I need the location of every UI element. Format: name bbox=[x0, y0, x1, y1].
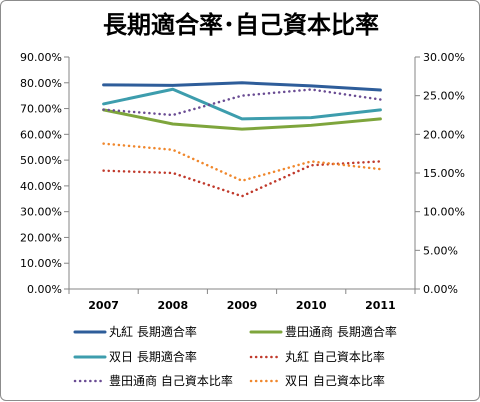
right-tick-label: 25.00% bbox=[423, 90, 465, 103]
left-tick-label: 40.00% bbox=[20, 180, 62, 193]
series-line-5 bbox=[102, 88, 382, 117]
series-line-1 bbox=[102, 81, 382, 92]
legend-label-6: 双日 自己資本比率 bbox=[285, 373, 385, 388]
series-line-4 bbox=[102, 160, 382, 198]
x-tick-label: 2009 bbox=[227, 299, 258, 312]
right-tick-label: 20.00% bbox=[423, 128, 465, 141]
right-tick-label: 5.00% bbox=[423, 244, 458, 257]
left-tick-label: 80.00% bbox=[20, 77, 62, 90]
x-tick-label: 2008 bbox=[157, 299, 188, 312]
chart-title: 長期適合率･自己資本比率 bbox=[103, 11, 379, 39]
right-tick-label: 30.00% bbox=[423, 51, 465, 64]
x-tick-label: 2011 bbox=[365, 299, 396, 312]
left-tick-label: 70.00% bbox=[20, 103, 62, 116]
right-tick-label: 10.00% bbox=[423, 206, 465, 219]
left-tick-label: 50.00% bbox=[20, 154, 62, 167]
left-tick-label: 30.00% bbox=[20, 206, 62, 219]
legend-label-5: 豊田通商 自己資本比率 bbox=[109, 373, 233, 388]
left-tick-label: 60.00% bbox=[20, 128, 62, 141]
series-line-3 bbox=[102, 87, 382, 121]
legend-label-3: 双日 長期適合率 bbox=[109, 349, 197, 364]
x-tick-label: 2007 bbox=[88, 299, 119, 312]
x-tick-label: 2010 bbox=[296, 299, 327, 312]
left-tick-label: 10.00% bbox=[20, 257, 62, 270]
series-line-2 bbox=[102, 108, 382, 131]
left-tick-label: 20.00% bbox=[20, 231, 62, 244]
legend-label-2: 豊田通商 長期適合率 bbox=[285, 324, 397, 339]
left-tick-label: 0.00% bbox=[27, 283, 62, 296]
legend-label-1: 丸紅 長期適合率 bbox=[109, 324, 197, 339]
right-tick-label: 0.00% bbox=[423, 283, 458, 296]
series-line-6 bbox=[102, 142, 382, 182]
left-tick-label: 90.00% bbox=[20, 51, 62, 64]
right-tick-label: 15.00% bbox=[423, 167, 465, 180]
legend-label-4: 丸紅 自己資本比率 bbox=[285, 349, 385, 364]
